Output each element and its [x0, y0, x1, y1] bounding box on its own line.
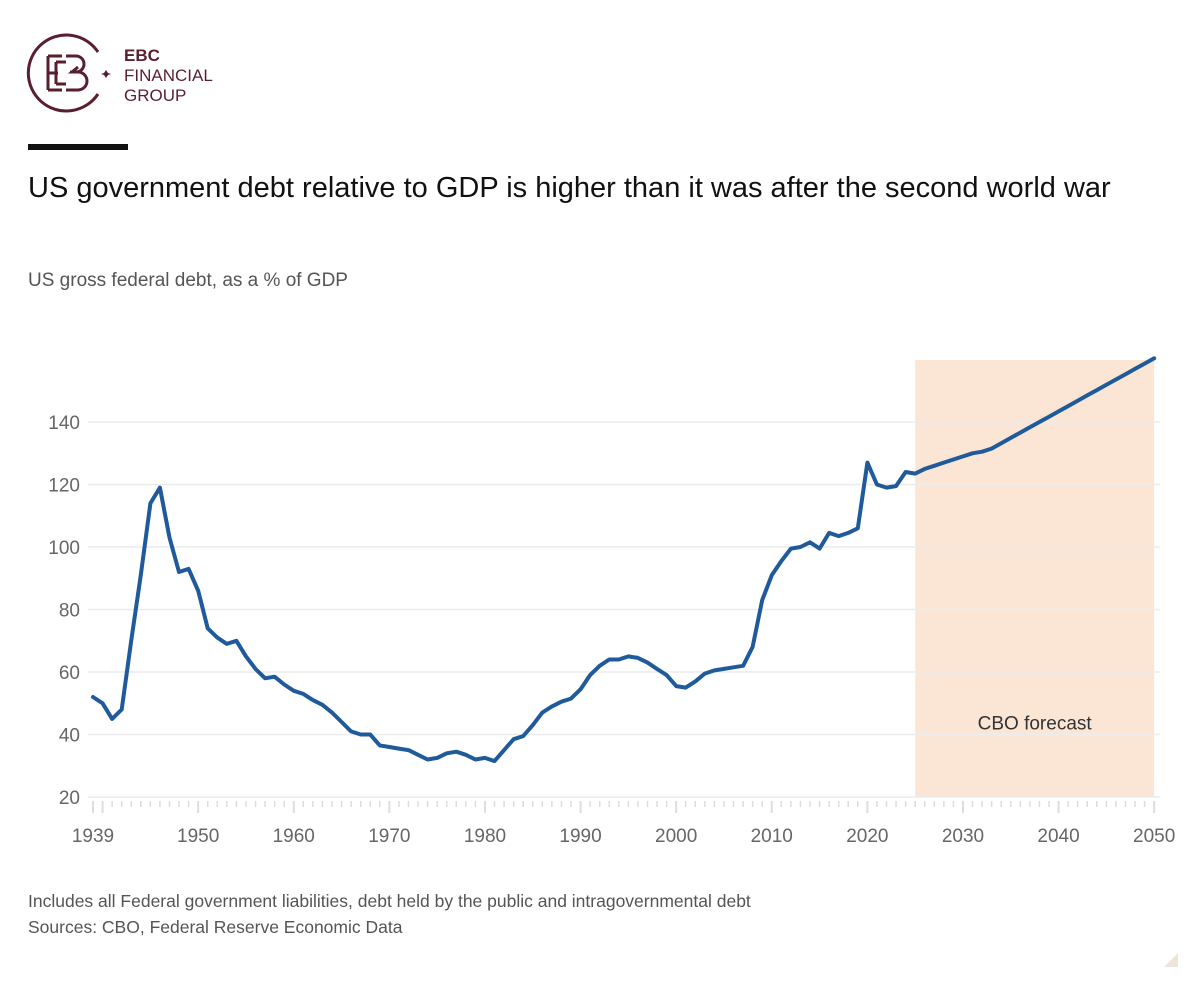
chart-title: US government debt relative to GDP is hi… — [28, 172, 1111, 204]
y-tick-label: 40 — [59, 726, 80, 747]
x-tick-label: 1939 — [72, 826, 114, 847]
y-tick-label: 100 — [48, 538, 80, 559]
y-tick-label: 80 — [59, 601, 80, 622]
chart-subtitle: US gross federal debt, as a % of GDP — [28, 270, 348, 291]
x-tick-label: 2050 — [1133, 826, 1175, 847]
logo-line-3: GROUP — [124, 86, 187, 105]
x-tick-label: 1950 — [177, 826, 219, 847]
y-tick-label: 60 — [59, 663, 80, 684]
x-tick-label: 1960 — [273, 826, 315, 847]
logo-line-1: EBC — [124, 46, 160, 65]
x-tick-label: 2020 — [846, 826, 888, 847]
corner-mark — [1164, 953, 1178, 967]
ebc-logo — [26, 32, 256, 114]
y-tick-label: 120 — [48, 476, 80, 497]
logo-text: EBC FINANCIAL GROUP — [124, 46, 213, 106]
forecast-label: CBO forecast — [978, 714, 1093, 735]
footnote: Includes all Federal government liabilit… — [28, 888, 751, 940]
footnote-sources: Sources: CBO, Federal Reserve Economic D… — [28, 917, 403, 937]
debt-series-line — [91, 356, 1157, 764]
x-tick-label: 2040 — [1037, 826, 1079, 847]
footnote-note: Includes all Federal government liabilit… — [28, 891, 751, 911]
y-tick-label: 140 — [48, 413, 80, 434]
x-tick-label: 2010 — [751, 826, 793, 847]
y-tick-label: 20 — [59, 788, 80, 809]
x-tick-label: 1980 — [464, 826, 506, 847]
forecast-band — [915, 360, 1155, 797]
logo-line-2: FINANCIAL — [124, 66, 213, 85]
title-rule — [28, 144, 128, 150]
x-tick-label: 1970 — [368, 826, 410, 847]
x-tick-label: 2030 — [942, 826, 984, 847]
x-tick-label: 1990 — [559, 826, 601, 847]
ebc-monogram-icon — [26, 33, 111, 113]
x-tick-label: 2000 — [655, 826, 697, 847]
